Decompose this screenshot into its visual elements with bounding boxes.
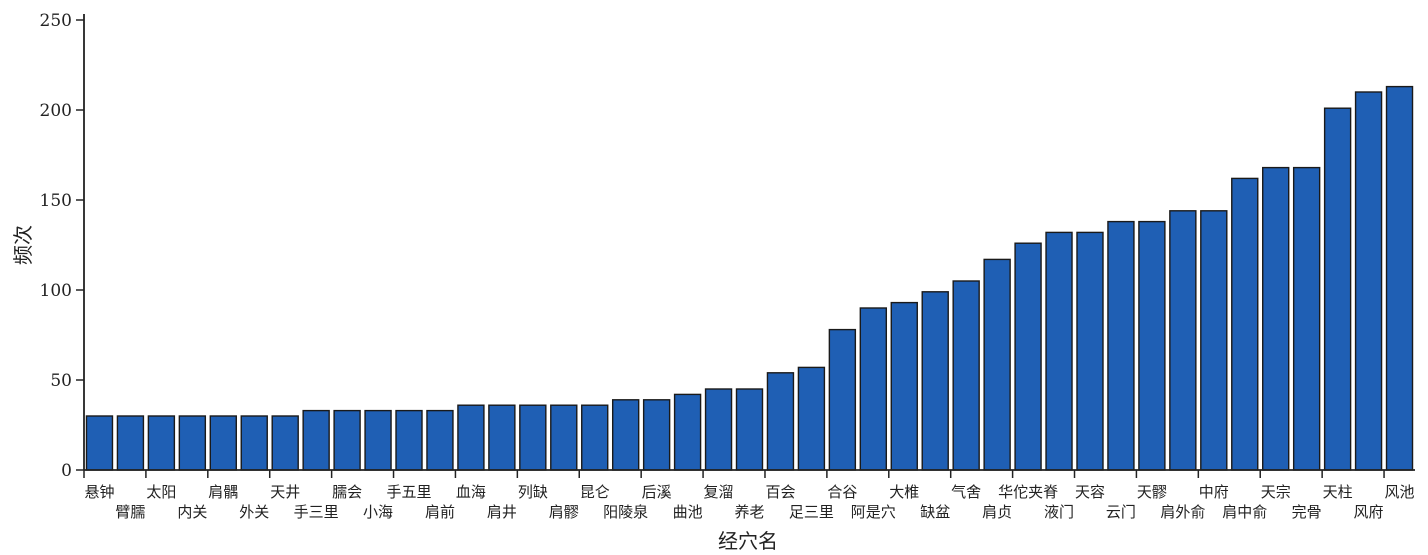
x-tick-label: 合谷 [827,483,857,501]
x-tick-label: 后溪 [642,483,672,501]
x-tick-label: 阳陵泉 [603,503,648,521]
bar-血海 [457,404,485,471]
y-tick-label: 50 [50,371,72,391]
x-tick-label: 肩中俞 [1222,503,1267,521]
bar-复溜 [704,388,733,471]
bar-云门 [1107,220,1135,471]
x-tick-label: 肩贞 [982,503,1012,521]
x-tick-label: 外关 [239,503,269,521]
bar-足三里 [797,366,826,471]
x-tick-label: 肩髃 [208,483,238,501]
bar-列缺 [519,404,547,471]
bar-昆仑 [581,404,609,471]
x-tick-label: 云门 [1106,503,1136,521]
y-tick-label: 0 [61,461,72,481]
bar-肩井 [488,404,516,471]
x-axis-title: 经穴名 [718,529,778,553]
bar-肩中俞 [1231,177,1259,471]
x-tick-label: 曲池 [673,503,703,521]
y-tick-label: 250 [40,11,72,31]
x-tick-label: 臑会 [332,483,362,501]
bar-天井 [271,415,299,471]
bar-天宗 [1262,166,1290,471]
x-tick-label: 列缺 [518,483,548,501]
x-tick-label: 复溜 [704,483,734,501]
x-tick-label: 悬钟 [84,483,114,501]
x-tick-label: 内关 [177,503,207,521]
bar-气舍 [952,280,980,471]
bar-内关 [178,415,207,471]
bar-肩前 [426,409,454,471]
x-tick-label: 百会 [765,483,795,501]
x-tick-label: 风府 [1354,503,1384,521]
bar-手三里 [302,409,330,471]
bars-group [85,85,1414,471]
bar-肩髃 [209,415,237,471]
bar-大椎 [890,301,918,471]
x-tick-label: 手三里 [294,503,339,521]
y-tick-label: 150 [40,191,72,211]
bar-臑会 [333,409,361,471]
x-tick-label: 气舍 [951,483,981,501]
y-tick-label: 100 [40,281,72,301]
bar-太阳 [147,415,176,471]
bar-阿是穴 [859,307,888,471]
x-tick-label: 大椎 [889,483,919,501]
bar-后溪 [642,399,671,471]
bar-中府 [1200,210,1228,471]
x-tick-label: 肩髎 [549,503,579,521]
x-tick-label: 天柱 [1323,483,1353,501]
bar-养老 [735,388,764,471]
x-tick-label: 液门 [1044,503,1074,521]
x-tick-label: 天井 [270,483,300,501]
bar-曲池 [673,393,702,471]
x-tick-label: 天容 [1075,483,1105,501]
bar-悬钟 [85,415,114,471]
bar-手五里 [395,409,423,471]
y-axis-title: 频次 [11,225,35,265]
bar-风府 [1354,91,1383,471]
bar-缺盆 [921,291,949,471]
x-tick-label: 太阳 [146,483,176,501]
y-axis: 0 50 100 150 200 250 [40,11,85,481]
x-tick-label: 华佗夹脊 [998,483,1058,501]
y-tick-label: 200 [40,101,72,121]
x-tick-label: 昆仑 [580,483,610,501]
bar-天容 [1076,231,1104,471]
x-tick-label: 天髎 [1137,483,1167,501]
bar-华佗夹脊 [1014,242,1042,471]
bar-阳陵泉 [611,399,640,471]
bar-肩外俞 [1169,210,1197,471]
x-tick-label: 足三里 [789,503,834,521]
bar-风池 [1385,85,1414,471]
bar-天髎 [1138,220,1166,471]
x-tick-label: 养老 [734,503,764,521]
x-tick-label: 小海 [363,503,393,521]
x-tick-label: 完骨 [1292,503,1322,521]
bar-完骨 [1292,166,1321,471]
x-tick-label: 肩井 [487,503,517,521]
bar-天柱 [1323,107,1352,471]
bar-臂臑 [116,415,145,471]
bar-外关 [240,415,268,471]
x-tick-label: 缺盆 [920,503,950,521]
bar-肩贞 [983,258,1011,471]
x-tick-label: 臂臑 [115,503,145,521]
x-tick-label: 天宗 [1261,483,1291,501]
bar-小海 [364,409,392,471]
x-tick-label: 肩外俞 [1160,503,1205,521]
x-tick-label: 阿是穴 [851,503,896,521]
x-tick-label: 风池 [1385,483,1415,501]
bar-肩髎 [550,404,578,471]
x-tick-label: 肩前 [425,503,455,521]
x-tick-label: 血海 [456,483,486,501]
bar-合谷 [828,328,857,471]
x-tick-label: 中府 [1199,483,1229,501]
bar-百会 [766,372,795,471]
x-tick-label: 手五里 [387,483,432,501]
bar-液门 [1045,231,1073,471]
